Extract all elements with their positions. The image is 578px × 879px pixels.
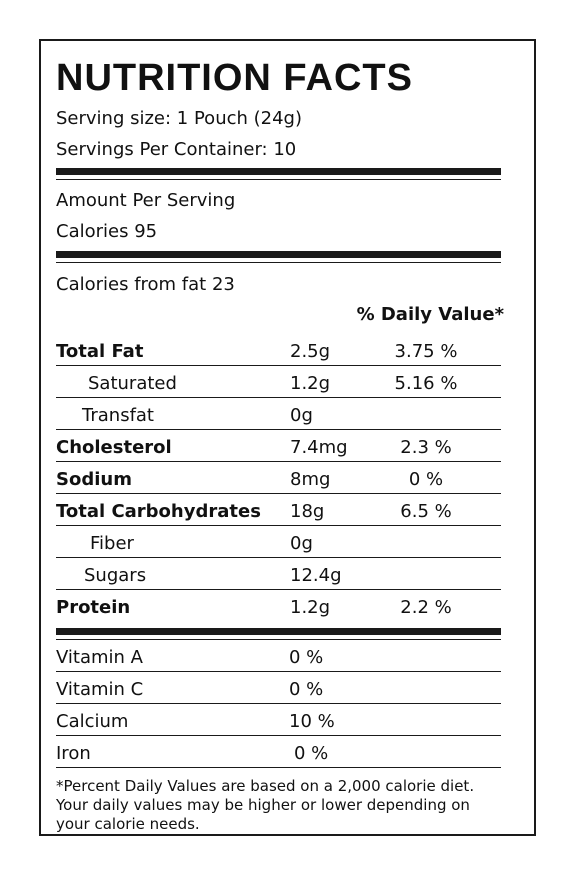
nutrient-row-cholesterol: Cholesterol 7.4mg 2.3 % xyxy=(56,430,501,462)
nutrient-label: Fiber xyxy=(90,533,134,554)
thin-divider xyxy=(56,639,501,640)
vitamin-row-c: Vitamin C 0 % xyxy=(56,672,501,704)
nutrient-daily-value: 3.75 % xyxy=(394,341,458,362)
nutrient-amount: 0g xyxy=(290,405,313,426)
nutrient-row-sodium: Sodium 8mg 0 % xyxy=(56,462,501,494)
nutrient-amount: 18g xyxy=(290,501,325,522)
serving-size: Serving size: 1 Pouch (24g) xyxy=(56,108,303,129)
nutrient-label: Sodium xyxy=(56,469,132,490)
nutrient-row-total-carbohydrates: Total Carbohydrates 18g 6.5 % xyxy=(56,494,501,526)
nutrient-row-sugars: Sugars 12.4g xyxy=(56,558,501,590)
nutrient-amount: 2.5g xyxy=(290,341,331,362)
vitamin-label: Iron xyxy=(56,743,91,764)
thick-divider xyxy=(56,251,501,258)
nutrient-label: Sugars xyxy=(84,565,147,586)
nutrient-row-saturated: Saturated 1.2g 5.16 % xyxy=(56,366,501,398)
vitamin-row-a: Vitamin A 0 % xyxy=(56,640,501,672)
nutrition-facts-panel: NUTRITION FACTS Serving size: 1 Pouch (2… xyxy=(39,39,536,836)
nutrient-row-total-fat: Total Fat 2.5g 3.75 % xyxy=(56,334,501,366)
servings-per-container: Servings Per Container: 10 xyxy=(56,139,297,160)
nutrient-daily-value: 2.3 % xyxy=(400,437,452,458)
vitamin-label: Vitamin A xyxy=(56,647,143,668)
daily-value-footnote: *Percent Daily Values are based on a 2,0… xyxy=(56,777,475,833)
vitamin-row-iron: Iron 0 % xyxy=(56,736,501,768)
thin-divider xyxy=(56,179,501,180)
nutrient-label: Total Fat xyxy=(56,341,144,362)
nutrient-label: Saturated xyxy=(88,373,177,394)
nutrient-daily-value: 0 % xyxy=(408,469,444,490)
thin-divider xyxy=(56,262,501,263)
nutrient-row-transfat: Transfat 0g xyxy=(56,398,501,430)
daily-value-header: % Daily Value* xyxy=(356,304,504,325)
nutrient-daily-value: 2.2 % xyxy=(400,597,452,618)
calories: Calories 95 xyxy=(56,221,158,242)
vitamin-label: Calcium xyxy=(56,711,129,732)
nutrient-row-protein: Protein 1.2g 2.2 % xyxy=(56,590,501,622)
nutrient-label: Protein xyxy=(56,597,131,618)
thick-divider xyxy=(56,628,501,635)
nutrient-daily-value: 5.16 % xyxy=(394,373,458,394)
vitamin-row-calcium: Calcium 10 % xyxy=(56,704,501,736)
nutrient-label: Total Carbohydrates xyxy=(56,501,261,522)
nutrient-amount: 8mg xyxy=(290,469,331,490)
calories-from-fat: Calories from fat 23 xyxy=(56,274,235,295)
nutrient-daily-value: 6.5 % xyxy=(400,501,452,522)
nutrient-row-fiber: Fiber 0g xyxy=(56,526,501,558)
nutrient-amount: 1.2g xyxy=(290,373,331,394)
thick-divider xyxy=(56,168,501,175)
vitamin-amount: 0 % xyxy=(289,679,324,700)
nutrient-label: Cholesterol xyxy=(56,437,172,458)
amount-per-serving: Amount Per Serving xyxy=(56,190,236,211)
nutrient-amount: 7.4mg xyxy=(290,437,348,458)
nutrient-amount: 12.4g xyxy=(290,565,342,586)
nutrients-table: Total Fat 2.5g 3.75 % Saturated 1.2g 5.1… xyxy=(56,334,501,622)
vitamin-amount: 10 % xyxy=(289,711,335,732)
nutrient-amount: 1.2g xyxy=(290,597,331,618)
nutrient-amount: 0g xyxy=(290,533,313,554)
vitamin-label: Vitamin C xyxy=(56,679,144,700)
vitamins-table: Vitamin A 0 % Vitamin C 0 % Calcium 10 %… xyxy=(56,640,501,768)
vitamin-amount: 0 % xyxy=(294,743,329,764)
nutrition-title: NUTRITION FACTS xyxy=(56,57,413,99)
vitamin-amount: 0 % xyxy=(289,647,324,668)
nutrition-facts-content: NUTRITION FACTS Serving size: 1 Pouch (2… xyxy=(56,41,504,834)
nutrient-label: Transfat xyxy=(82,405,154,426)
